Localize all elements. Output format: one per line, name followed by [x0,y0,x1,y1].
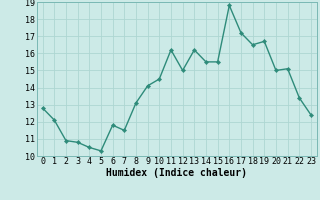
X-axis label: Humidex (Indice chaleur): Humidex (Indice chaleur) [106,168,247,178]
